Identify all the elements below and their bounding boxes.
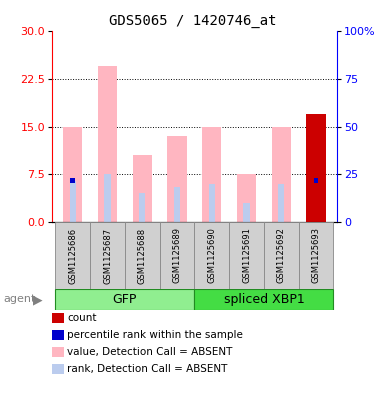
Text: agent: agent <box>4 294 36 305</box>
Bar <box>229 222 264 289</box>
Text: GFP: GFP <box>113 293 137 306</box>
Bar <box>264 222 299 289</box>
Bar <box>90 222 125 289</box>
Bar <box>243 203 249 222</box>
Text: GSM1125693: GSM1125693 <box>311 228 321 283</box>
Bar <box>272 127 291 222</box>
Bar <box>125 222 160 289</box>
Bar <box>98 66 117 222</box>
Text: GSM1125688: GSM1125688 <box>138 228 147 283</box>
Bar <box>278 184 285 222</box>
Bar <box>314 178 318 183</box>
Text: GSM1125687: GSM1125687 <box>103 228 112 283</box>
Text: value, Detection Call = ABSENT: value, Detection Call = ABSENT <box>67 347 233 357</box>
Text: rank, Detection Call = ABSENT: rank, Detection Call = ABSENT <box>67 364 228 374</box>
Bar <box>70 178 75 183</box>
Bar <box>133 155 152 222</box>
Bar <box>209 184 215 222</box>
Bar <box>237 174 256 222</box>
Bar <box>174 187 180 222</box>
Text: GDS5065 / 1420746_at: GDS5065 / 1420746_at <box>109 14 276 28</box>
Text: GSM1125686: GSM1125686 <box>68 228 77 283</box>
Text: GSM1125690: GSM1125690 <box>207 228 216 283</box>
Bar <box>63 127 82 222</box>
Bar <box>55 222 90 289</box>
Bar <box>55 289 194 310</box>
Text: count: count <box>67 313 97 323</box>
Bar <box>104 174 111 222</box>
Bar <box>299 222 333 289</box>
Text: ▶: ▶ <box>33 293 42 306</box>
Text: percentile rank within the sample: percentile rank within the sample <box>67 330 243 340</box>
Bar <box>167 136 187 222</box>
Bar <box>70 181 76 222</box>
Text: spliced XBP1: spliced XBP1 <box>224 293 304 306</box>
Text: GSM1125691: GSM1125691 <box>242 228 251 283</box>
Text: GSM1125692: GSM1125692 <box>277 228 286 283</box>
Bar <box>306 114 326 222</box>
Text: GSM1125689: GSM1125689 <box>172 228 182 283</box>
Bar <box>139 193 146 222</box>
Bar <box>194 289 333 310</box>
Bar <box>194 222 229 289</box>
Bar <box>160 222 194 289</box>
Bar <box>202 127 221 222</box>
